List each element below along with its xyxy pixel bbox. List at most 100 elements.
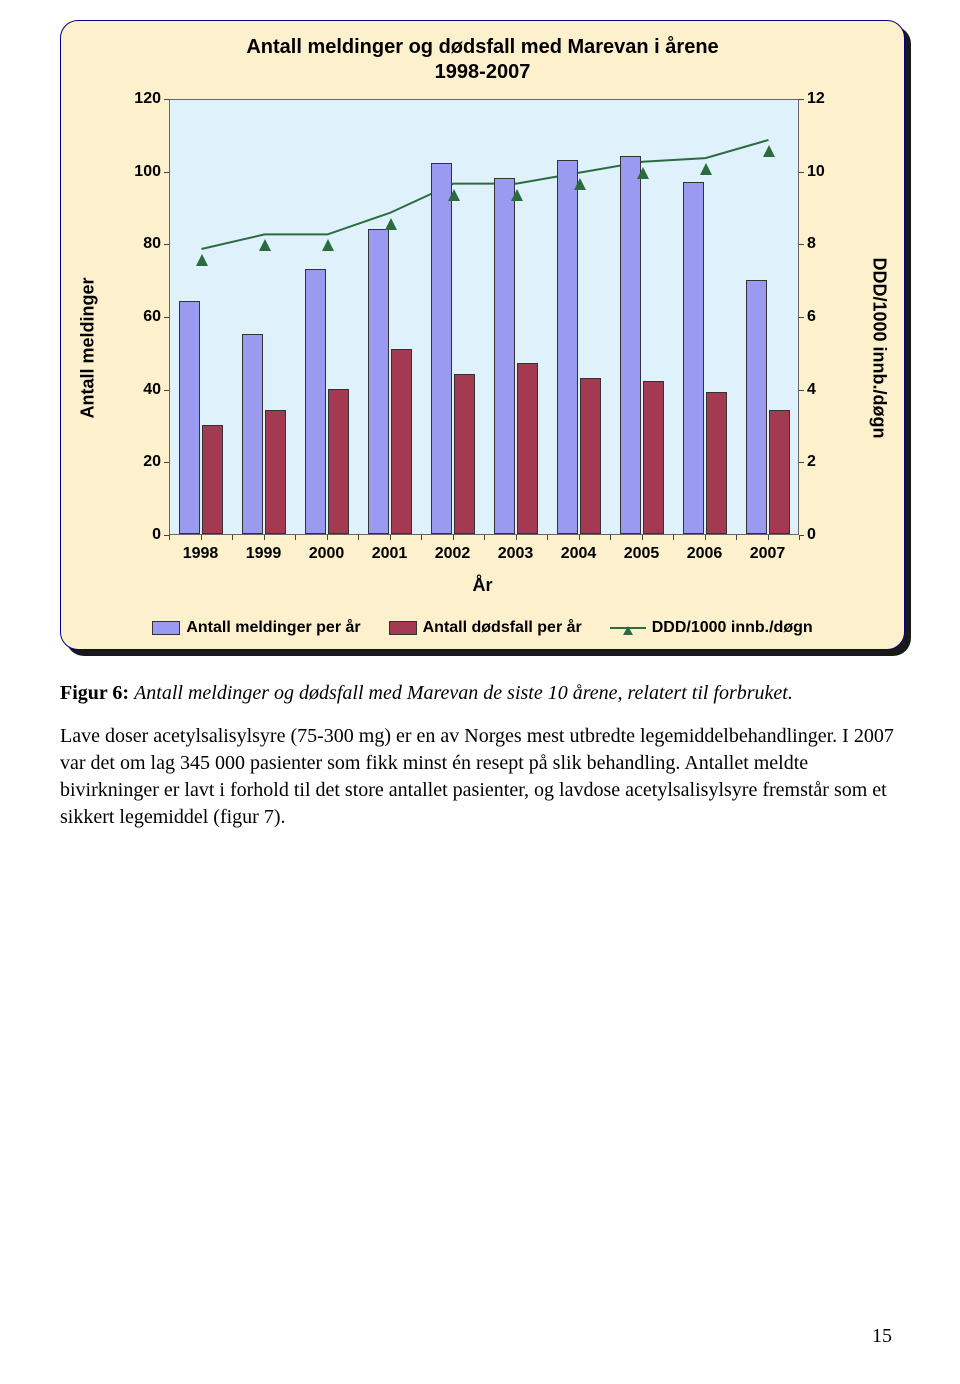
x-tickmark <box>421 535 422 540</box>
x-tickmark <box>516 535 517 540</box>
chart-container: Antall meldinger og dødsfall med Marevan… <box>60 20 905 650</box>
bar <box>368 229 390 534</box>
bar <box>580 378 602 534</box>
legend-line-icon <box>610 621 646 635</box>
x-tickmark <box>610 535 611 540</box>
legend-swatch <box>389 621 417 635</box>
y-right-tick: 4 <box>807 381 837 399</box>
y-right-tick: 2 <box>807 453 837 471</box>
legend-label: Antall dødsfall per år <box>423 619 582 637</box>
x-category: 2001 <box>372 545 408 563</box>
line-marker-triangle-icon <box>574 178 586 190</box>
y-left-tickmark <box>164 390 169 391</box>
chart-legend: Antall meldinger per år Antall dødsfall p… <box>73 619 892 637</box>
y-left-tickmark <box>164 172 169 173</box>
plot-area <box>169 99 799 535</box>
bar <box>620 156 642 534</box>
figure-caption: Figur 6: Antall meldinger og dødsfall me… <box>60 680 900 707</box>
x-tickmark <box>705 535 706 540</box>
y-axis-right-label: DDD/1000 innb./døgn <box>869 257 890 438</box>
chart-title-line2: 1998-2007 <box>435 61 531 83</box>
y-right-tickmark <box>799 244 804 245</box>
bar <box>305 269 327 534</box>
line-marker-triangle-icon <box>259 239 271 251</box>
x-category: 2002 <box>435 545 471 563</box>
line-marker-triangle-icon <box>385 218 397 230</box>
x-category: 1999 <box>246 545 282 563</box>
legend-item: DDD/1000 innb./døgn <box>610 619 813 637</box>
line-marker-triangle-icon <box>637 167 649 179</box>
y-left-tick: 60 <box>121 308 161 326</box>
legend-item: Antall dødsfall per år <box>389 619 582 637</box>
x-tickmark <box>264 535 265 540</box>
bar <box>328 389 350 534</box>
bar <box>494 178 516 534</box>
y-right-tick: 10 <box>807 163 837 181</box>
x-tickmark <box>547 535 548 540</box>
y-right-tickmark <box>799 172 804 173</box>
y-right-tick: 12 <box>807 90 837 108</box>
bar <box>557 160 579 534</box>
x-tickmark <box>169 535 170 540</box>
y-left-tick: 100 <box>121 163 161 181</box>
y-left-tickmark <box>164 462 169 463</box>
x-tickmark <box>799 535 800 540</box>
y-right-tickmark <box>799 462 804 463</box>
x-tickmark <box>642 535 643 540</box>
y-left-tickmark <box>164 244 169 245</box>
figure-caption-text: Antall meldinger og dødsfall med Marevan… <box>134 682 793 704</box>
x-axis-label: År <box>472 575 492 596</box>
body-paragraph: Lave doser acetylsalisylsyre (75-300 mg)… <box>60 723 900 831</box>
bar <box>431 163 453 534</box>
x-tickmark <box>484 535 485 540</box>
legend-label: Antall meldinger per år <box>186 619 360 637</box>
x-category: 2003 <box>498 545 534 563</box>
y-left-tick: 80 <box>121 235 161 253</box>
x-tickmark <box>673 535 674 540</box>
bar <box>643 381 665 534</box>
x-category: 1998 <box>183 545 219 563</box>
x-tickmark <box>295 535 296 540</box>
y-left-tick: 40 <box>121 381 161 399</box>
figure-caption-label: Figur 6: <box>60 682 129 704</box>
legend-item: Antall meldinger per år <box>152 619 360 637</box>
x-category: 2007 <box>750 545 786 563</box>
x-tickmark <box>390 535 391 540</box>
line-marker-triangle-icon <box>322 239 334 251</box>
bar <box>746 280 768 534</box>
x-tickmark <box>232 535 233 540</box>
chart-frame: Antall meldinger og dødsfall med Marevan… <box>60 20 905 650</box>
line-marker-triangle-icon <box>763 145 775 157</box>
x-tickmark <box>453 535 454 540</box>
line-marker-triangle-icon <box>511 189 523 201</box>
bar <box>517 363 539 534</box>
y-left-tick: 0 <box>121 526 161 544</box>
x-category: 2004 <box>561 545 597 563</box>
y-left-tick: 20 <box>121 453 161 471</box>
bar <box>683 182 705 534</box>
line-marker-triangle-icon <box>448 189 460 201</box>
bar <box>242 334 264 534</box>
y-left-tick: 120 <box>121 90 161 108</box>
y-right-tickmark <box>799 99 804 100</box>
x-tickmark <box>736 535 737 540</box>
y-right-tickmark <box>799 390 804 391</box>
chart-title: Antall meldinger og dødsfall med Marevan… <box>73 35 892 85</box>
page-number: 15 <box>872 1325 892 1348</box>
legend-swatch <box>152 621 180 635</box>
x-category: 2005 <box>624 545 660 563</box>
bar <box>454 374 476 534</box>
line-marker-triangle-icon <box>196 254 208 266</box>
y-axis-left-label: Antall meldinger <box>78 277 99 418</box>
x-tickmark <box>579 535 580 540</box>
bar <box>769 410 791 534</box>
line-marker-triangle-icon <box>700 163 712 175</box>
bar <box>391 349 413 534</box>
bar <box>706 392 728 534</box>
x-tickmark <box>327 535 328 540</box>
x-tickmark <box>768 535 769 540</box>
x-tickmark <box>358 535 359 540</box>
x-category: 2000 <box>309 545 345 563</box>
legend-label: DDD/1000 innb./døgn <box>652 619 813 637</box>
y-left-tickmark <box>164 317 169 318</box>
